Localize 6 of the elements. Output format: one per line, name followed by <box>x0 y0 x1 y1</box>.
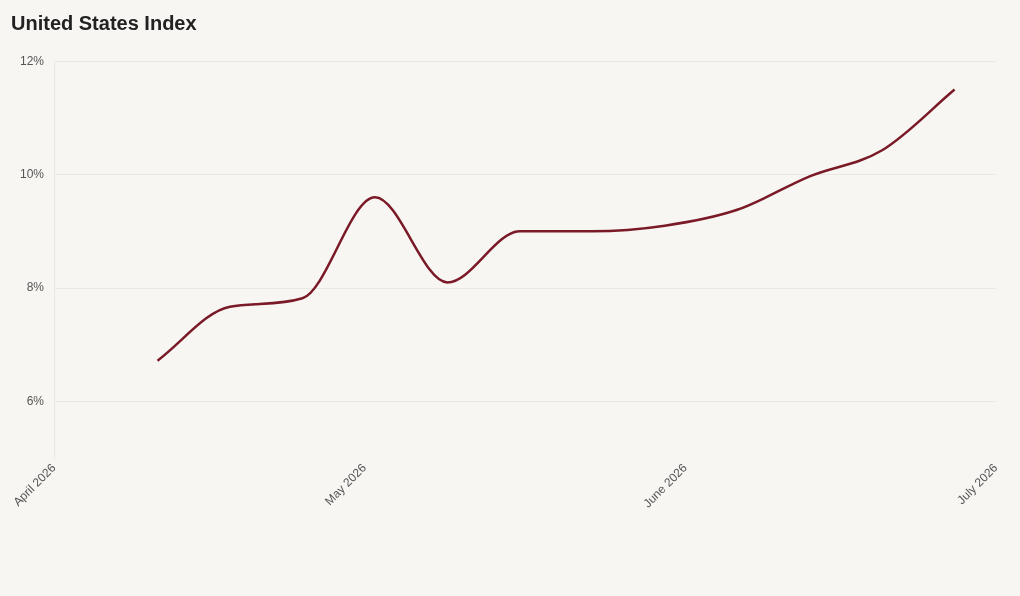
y-tick-label: 6% <box>26 393 45 408</box>
y-tick-label: 12% <box>19 53 45 68</box>
y-tick-label: 8% <box>26 280 45 295</box>
y-tick-label: 10% <box>19 166 45 181</box>
line-series <box>156 88 956 362</box>
chart-title: United States Index <box>11 12 197 35</box>
